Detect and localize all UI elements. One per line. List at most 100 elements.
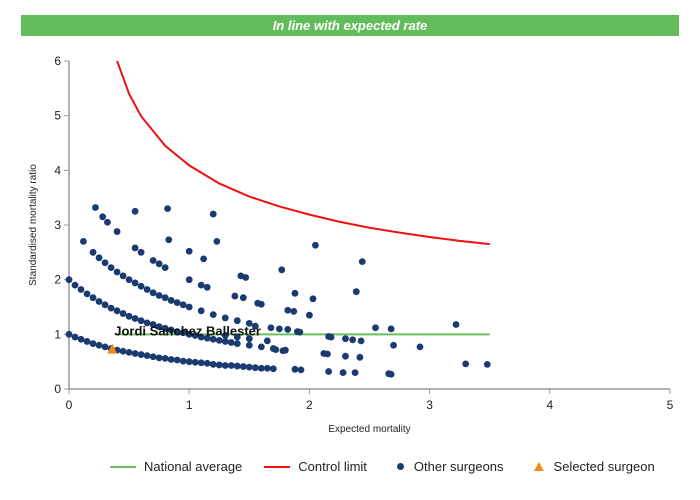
x-tick-label: 1: [186, 398, 193, 412]
other-surgeon-point: [179, 329, 187, 337]
other-surgeon-point: [357, 337, 365, 345]
triangle-icon: [533, 462, 544, 471]
other-surgeon-point: [77, 286, 85, 293]
other-surgeon-point: [95, 254, 103, 262]
other-surgeon-point: [227, 362, 235, 369]
other-surgeon-point: [131, 279, 139, 287]
other-surgeon-point: [83, 290, 91, 298]
other-surgeon-point: [131, 315, 139, 322]
other-surgeon-point: [80, 238, 87, 245]
other-surgeon-point: [284, 306, 292, 314]
other-surgeon-point: [65, 330, 73, 338]
legend-label: Other surgeons: [413, 459, 504, 474]
other-surgeon-point: [245, 363, 253, 371]
other-surgeon-point: [290, 307, 298, 315]
other-surgeon-point: [125, 312, 133, 320]
other-surgeon-point: [387, 325, 395, 333]
other-surgeon-point: [284, 326, 292, 333]
other-surgeon-point: [462, 360, 470, 368]
legend-label: Selected surgeon: [553, 459, 655, 474]
other-surgeon-point: [356, 353, 364, 361]
other-surgeon-point: [92, 204, 99, 211]
other-surgeon-point: [185, 330, 193, 338]
other-surgeon-point: [197, 333, 205, 341]
selected-surgeon-point: [107, 343, 118, 354]
other-surgeon-point: [155, 354, 163, 362]
control-limit-line: [116, 60, 490, 246]
other-surgeon-point: [209, 311, 217, 319]
other-surgeon-point: [257, 343, 265, 351]
other-surgeon-point: [197, 281, 205, 289]
x-tick-label: 4: [546, 398, 553, 412]
other-surgeon-point: [137, 351, 145, 358]
x-tick-label: 0: [66, 398, 73, 412]
x-axis-label: Expected mortality: [328, 424, 410, 435]
other-surgeon-point: [203, 283, 211, 291]
other-surgeon-point: [239, 363, 247, 370]
other-surgeon-point: [227, 339, 235, 346]
other-surgeon-point: [279, 347, 287, 355]
other-surgeon-point: [137, 317, 145, 325]
other-surgeon-point: [267, 324, 275, 332]
other-surgeon-point: [99, 213, 107, 221]
other-surgeon-point: [179, 301, 187, 309]
legend-other-surgeons: Other surgeons: [389, 459, 504, 474]
other-surgeon-point: [312, 241, 319, 249]
other-surgeon-point: [296, 328, 304, 336]
other-surgeon-point: [351, 369, 359, 376]
other-surgeon-point: [165, 236, 173, 244]
other-surgeon-point: [291, 289, 299, 297]
legend-label: National average: [144, 459, 243, 474]
y-tick-label: 2: [54, 273, 61, 287]
other-surgeon-point: [200, 255, 208, 263]
other-surgeon-point: [416, 343, 424, 351]
other-surgeon-point: [131, 207, 139, 215]
other-surgeon-point: [291, 365, 299, 373]
other-surgeon-point: [143, 286, 151, 293]
other-surgeon-point: [213, 238, 221, 245]
other-surgeon-point: [167, 297, 175, 304]
other-surgeon-point: [349, 336, 357, 344]
other-surgeon-point: [119, 347, 127, 355]
other-surgeon-point: [119, 310, 127, 317]
other-surgeon-point: [245, 320, 253, 327]
other-surgeon-point: [203, 359, 211, 367]
x-tick-label: 3: [426, 398, 433, 412]
other-surgeon-point: [101, 259, 109, 267]
other-surgeon-point: [161, 354, 169, 362]
other-surgeon-point: [221, 362, 229, 369]
y-tick-label: 1: [54, 327, 61, 341]
other-surgeon-point: [269, 365, 277, 373]
other-surgeon-point: [275, 325, 283, 333]
other-surgeon-point: [161, 294, 169, 302]
other-surgeon-point: [89, 294, 97, 302]
other-surgeon-point: [327, 333, 335, 341]
y-tick-label: 6: [54, 54, 61, 68]
other-surgeon-point: [71, 281, 79, 289]
x-tick-label: 5: [667, 398, 674, 412]
legend-national-average: National average: [110, 459, 242, 474]
other-surgeon-point: [233, 362, 241, 370]
other-surgeon-point: [107, 264, 115, 272]
other-surgeon-point: [77, 335, 85, 343]
other-surgeon-point: [143, 352, 151, 360]
other-surgeon-point: [452, 321, 460, 328]
other-surgeon-point: [306, 311, 313, 319]
other-surgeon-point: [101, 343, 109, 351]
other-surgeon-point: [325, 368, 333, 375]
other-surgeon-point: [104, 218, 111, 226]
other-surgeon-point: [239, 294, 247, 302]
other-surgeon-point: [161, 324, 169, 332]
legend: National average Control limit Other sur…: [110, 459, 677, 474]
other-surgeon-point: [83, 338, 91, 345]
other-surgeon-point: [173, 356, 181, 364]
other-surgeon-point: [173, 328, 181, 335]
green-line-swatch: [110, 465, 136, 468]
other-surgeon-point: [164, 205, 171, 213]
other-surgeon-point: [143, 319, 151, 327]
other-surgeon-point: [209, 361, 217, 368]
other-surgeon-point: [149, 257, 157, 264]
other-surgeon-point: [113, 268, 121, 276]
other-surgeon-point: [95, 298, 103, 305]
other-surgeon-point: [95, 341, 103, 349]
